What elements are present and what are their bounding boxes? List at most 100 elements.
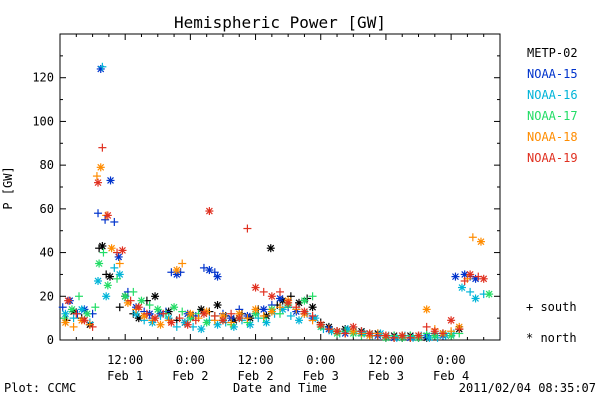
- x-tick-date: Feb 4: [433, 369, 469, 383]
- data-point: [67, 305, 76, 314]
- data-point: [77, 305, 86, 314]
- data-point: [175, 314, 184, 323]
- data-point: [64, 296, 73, 305]
- chart-title: Hemispheric Power [GW]: [174, 13, 386, 32]
- data-point: [151, 314, 160, 323]
- data-point: [243, 314, 252, 323]
- data-point: [398, 331, 407, 340]
- data-point: [422, 305, 431, 314]
- y-tick-label: 80: [40, 158, 54, 172]
- data-point: [102, 292, 111, 301]
- x-tick-date: Feb 2: [237, 369, 273, 383]
- data-point: [69, 322, 78, 331]
- data-point: [103, 211, 112, 220]
- x-tick-date: Feb 3: [303, 369, 339, 383]
- x-tick-time: 12:00: [368, 353, 404, 367]
- data-point: [243, 224, 252, 233]
- data-point: [172, 266, 181, 275]
- data-point: [373, 331, 382, 340]
- data-point: [251, 305, 260, 314]
- data-point: [213, 301, 222, 310]
- data-point: [94, 276, 103, 285]
- data-point: [91, 303, 100, 312]
- data-point: [276, 287, 284, 296]
- footer-right: 2011/02/04 08:35:07: [459, 381, 596, 395]
- data-point: [95, 259, 104, 268]
- data-point: [83, 309, 92, 318]
- legend: METP-02 NOAA-15 NOAA-16 NOAA-17 NOAA-18 NOAA-…: [527, 46, 578, 165]
- data-point: [333, 327, 342, 336]
- data-point: [145, 301, 154, 310]
- data-point: [186, 309, 195, 318]
- data-point: [422, 322, 431, 331]
- data-point: [113, 274, 122, 283]
- data-point: [61, 318, 70, 327]
- data-point: [197, 305, 206, 314]
- data-point: [286, 311, 295, 320]
- data-point: [183, 320, 192, 329]
- data-point: [94, 209, 103, 218]
- x-tick-time: 0:00: [306, 353, 335, 367]
- data-point: [235, 314, 244, 323]
- data-point: [105, 272, 114, 281]
- data-point: [447, 327, 456, 336]
- data-point: [218, 316, 227, 325]
- data-point: [210, 268, 219, 277]
- data-point: [286, 292, 295, 301]
- y-tick-label: 0: [47, 333, 54, 347]
- data-point: [460, 276, 469, 285]
- data-point: [98, 242, 107, 251]
- data-point: [267, 307, 276, 316]
- data-point: [349, 322, 358, 331]
- data-point: [485, 290, 494, 299]
- data-point: [178, 307, 187, 316]
- legend-entry: NOAA-18: [527, 130, 578, 144]
- data-point: [406, 333, 415, 342]
- data-point: [414, 331, 423, 340]
- data-point: [96, 163, 105, 172]
- legend-entry: NOAA-16: [527, 88, 578, 102]
- data-point: [455, 325, 464, 334]
- data-point: [159, 309, 168, 318]
- data-point: [457, 283, 466, 292]
- data-point: [390, 333, 399, 342]
- footer-left: Plot: CCMC: [4, 381, 76, 395]
- data-point: [227, 309, 236, 318]
- data-point: [447, 316, 456, 325]
- x-tick-date: Feb 1: [107, 369, 143, 383]
- data-point: [466, 287, 475, 296]
- x-tick-time: 12:00: [237, 353, 273, 367]
- x-axis: 12:00 Feb 1 0:00 Feb 2 12:00 Feb 2 0:00 Feb 3 12…: [59, 34, 501, 383]
- data-point: [202, 318, 211, 327]
- data-point: [308, 311, 317, 320]
- data-point: [308, 303, 317, 312]
- data-point: [210, 311, 219, 320]
- data-point: [110, 263, 119, 272]
- data-points: [58, 62, 494, 342]
- data-point: [69, 314, 78, 323]
- data-point: [300, 307, 309, 316]
- data-point: [58, 303, 67, 312]
- legend-entry: NOAA-19: [527, 151, 578, 165]
- data-point: [106, 176, 115, 185]
- data-point: [438, 329, 447, 338]
- data-point: [88, 322, 97, 331]
- y-tick-label: 120: [32, 71, 54, 85]
- data-point: [251, 283, 260, 292]
- data-point: [476, 237, 485, 246]
- data-point: [103, 281, 112, 290]
- data-point: [357, 327, 366, 336]
- y-tick-label: 100: [32, 114, 54, 128]
- legend-entry: NOAA-15: [527, 67, 578, 81]
- x-tick-time: 0:00: [437, 353, 466, 367]
- legend-entry: NOAA-17: [527, 109, 578, 123]
- data-point: [142, 309, 151, 318]
- data-point: [137, 296, 146, 305]
- data-point: [115, 303, 124, 312]
- x-tick-time: 0:00: [176, 353, 205, 367]
- data-point: [129, 287, 138, 296]
- data-point: [98, 62, 107, 71]
- data-point: [101, 215, 110, 224]
- data-point: [80, 316, 89, 325]
